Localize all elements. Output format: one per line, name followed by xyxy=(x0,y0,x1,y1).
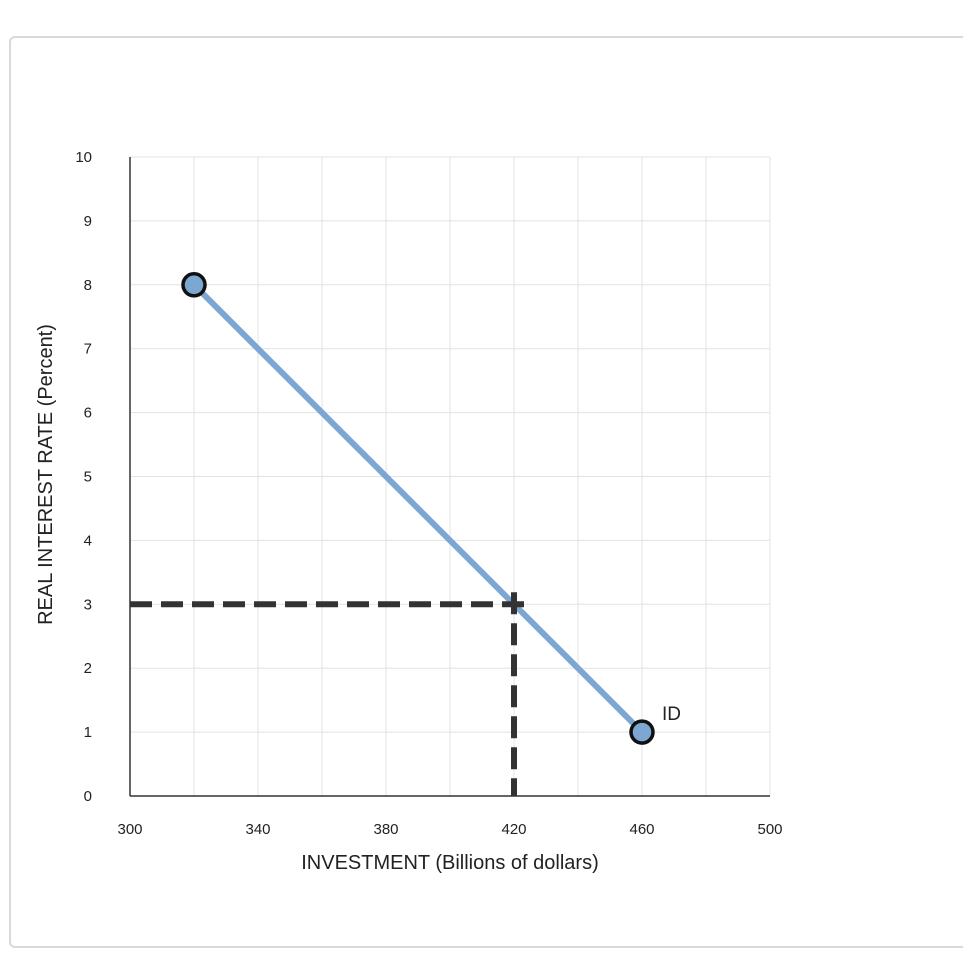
series-endpoint-marker[interactable] xyxy=(629,719,655,745)
y-tick-label: 6 xyxy=(84,405,92,422)
y-tick-label: 0 xyxy=(84,788,92,805)
x-tick-label: 380 xyxy=(373,821,398,838)
y-tick-labels: 0 1 2 3 4 5 6 7 8 9 10 xyxy=(75,149,92,805)
x-axis-label: INVESTMENT (Billions of dollars) xyxy=(301,852,598,874)
grid xyxy=(129,156,771,797)
y-tick-label: 9 xyxy=(84,213,92,230)
x-tick-label: 340 xyxy=(245,821,270,838)
series-endpoint-marker[interactable] xyxy=(181,272,207,298)
x-tick-label: 300 xyxy=(117,821,142,838)
series-line-id xyxy=(191,281,645,736)
y-tick-label: 3 xyxy=(84,596,92,613)
y-axis-label: REAL INTEREST RATE (Percent) xyxy=(35,324,57,625)
y-tick-label: 5 xyxy=(84,469,92,486)
y-tick-label: 10 xyxy=(75,149,92,166)
y-tick-label: 8 xyxy=(84,277,92,294)
y-tick-label: 7 xyxy=(84,341,92,358)
series xyxy=(191,281,645,736)
y-tick-label: 2 xyxy=(84,660,92,677)
x-tick-label: 420 xyxy=(501,821,526,838)
series-markers[interactable]: ID xyxy=(181,272,681,745)
y-tick-label: 1 xyxy=(84,724,92,741)
x-tick-labels: 300 340 380 420 460 500 xyxy=(117,821,782,838)
x-tick-label: 460 xyxy=(629,821,654,838)
x-tick-label: 500 xyxy=(757,821,782,838)
curve-label-id: ID xyxy=(662,704,681,725)
y-tick-label: 4 xyxy=(84,532,92,549)
reference-lines xyxy=(130,592,526,796)
